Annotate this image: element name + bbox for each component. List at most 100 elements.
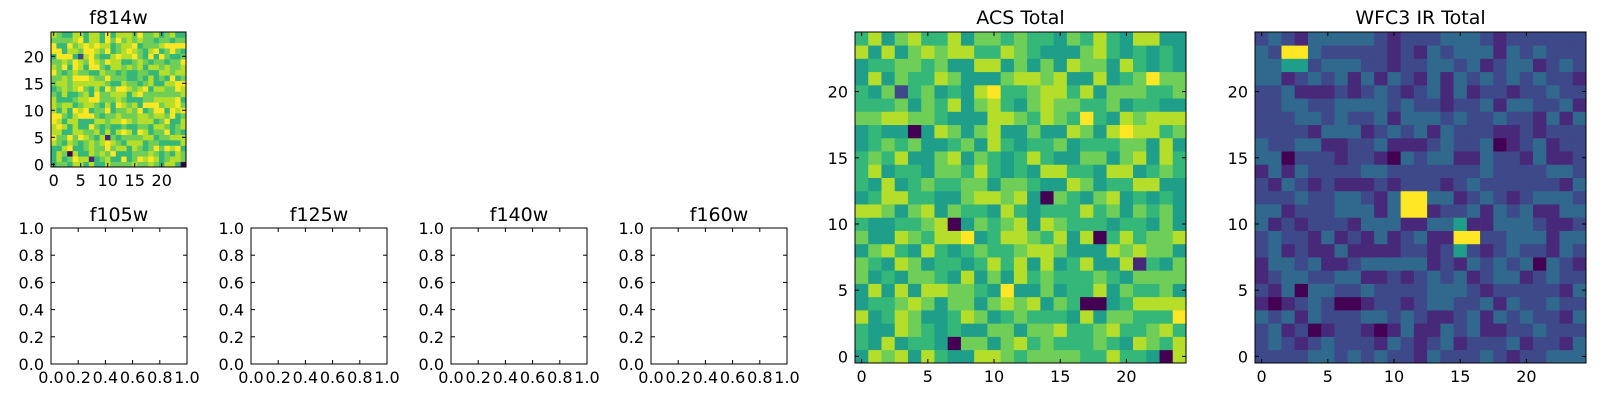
heatmap-cell <box>1559 296 1574 311</box>
heatmap-cell <box>1053 137 1068 152</box>
heatmap-cell <box>1281 45 1296 59</box>
heatmap-cell <box>1334 98 1349 112</box>
heatmap-cell <box>105 48 111 54</box>
heatmap-cell <box>105 69 111 76</box>
heatmap-cell <box>1506 124 1521 139</box>
heatmap-cell <box>868 230 882 245</box>
heatmap-cell <box>907 177 922 192</box>
heatmap-cell <box>1413 257 1428 271</box>
heatmap-cell <box>1480 190 1494 205</box>
heatmap-cell <box>83 80 90 87</box>
heatmap-cell <box>881 230 896 245</box>
heatmap-cell <box>1172 164 1187 178</box>
heatmap-cell <box>83 113 90 119</box>
heatmap-cell <box>1040 283 1054 298</box>
heatmap-cell <box>921 349 935 364</box>
heatmap-cell <box>1533 124 1547 139</box>
heatmap-cell <box>1281 32 1296 46</box>
heatmap-cell <box>1000 283 1015 298</box>
heatmap-cell <box>1294 98 1309 112</box>
heatmap-cell <box>72 134 79 141</box>
heatmap-cell <box>1440 349 1454 364</box>
heatmap-cell <box>1307 283 1322 298</box>
heatmap-cell <box>110 145 117 152</box>
heatmap-cell <box>960 310 975 324</box>
heatmap-cell <box>1027 190 1041 205</box>
heatmap-cell <box>934 323 949 337</box>
heatmap-cell <box>1453 98 1468 112</box>
heatmap-cell <box>142 75 149 81</box>
heatmap-cell <box>1440 32 1454 46</box>
heatmap-cell <box>94 91 100 98</box>
heatmap-cell <box>51 48 57 54</box>
heatmap-cell <box>99 113 106 119</box>
heatmap-cell <box>61 37 68 44</box>
heatmap-cell <box>1106 71 1121 86</box>
heatmap-cell <box>1133 243 1147 258</box>
heatmap-cell <box>88 91 95 98</box>
heatmap-cell <box>67 53 73 60</box>
heatmap-cell <box>1519 58 1534 73</box>
heatmap-cell <box>1493 257 1507 271</box>
heatmap-cell <box>110 37 117 44</box>
heatmap-cell <box>1146 177 1160 192</box>
heatmap-cell <box>1066 336 1081 351</box>
heatmap-cell <box>169 48 176 54</box>
heatmap-cell <box>1493 151 1507 165</box>
heatmap-cell <box>1387 45 1401 59</box>
heatmap-cell <box>921 190 935 205</box>
heatmap-cell <box>148 75 154 81</box>
heatmap-cell <box>1066 45 1081 59</box>
heatmap-cell <box>1519 283 1534 298</box>
heatmap-cell <box>153 134 160 141</box>
heatmap-cell <box>1387 137 1401 152</box>
heatmap-cell <box>1053 204 1068 218</box>
heatmap-cell <box>110 80 117 87</box>
heatmap-cell <box>1533 71 1547 86</box>
heatmap-cell <box>947 98 962 112</box>
heatmap-cell <box>1334 84 1349 99</box>
heatmap-cell <box>1321 310 1335 324</box>
heatmap-cell <box>947 58 962 73</box>
heatmap-cell <box>1053 111 1068 126</box>
heatmap-cell <box>1268 137 1282 152</box>
heatmap-cell <box>159 123 165 130</box>
heatmap-cell <box>1427 190 1441 205</box>
heatmap-cell <box>1307 243 1322 258</box>
heatmap-cell <box>1506 84 1521 99</box>
heatmap-cell <box>88 64 95 71</box>
heatmap-cell <box>169 53 176 60</box>
heatmap-cell <box>126 150 133 157</box>
heatmap-cell <box>1506 310 1521 324</box>
heatmap-cell <box>1427 98 1441 112</box>
heatmap-cell <box>921 310 935 324</box>
heatmap-cell <box>51 113 57 119</box>
heatmap-cell <box>1093 336 1107 351</box>
heatmap-cell <box>1360 243 1375 258</box>
heatmap-cell <box>56 118 63 125</box>
heatmap-cell <box>894 349 909 364</box>
heatmap-cell <box>974 310 988 324</box>
heatmap-cell <box>868 257 882 271</box>
heatmap-cell <box>1159 270 1174 284</box>
x-tick-label: 0.4 <box>93 368 118 387</box>
heatmap-cell <box>110 75 117 81</box>
heatmap-cell <box>907 270 922 284</box>
heatmap-cell <box>83 37 90 44</box>
heatmap-cell <box>1572 296 1587 311</box>
heatmap-cell <box>1533 283 1547 298</box>
heatmap-cell <box>1053 296 1068 311</box>
heatmap-cell <box>148 113 154 119</box>
heatmap-cell <box>115 53 122 60</box>
heatmap-cell <box>1466 111 1481 126</box>
heatmap-cell <box>1453 204 1468 218</box>
heatmap-cell <box>169 69 176 76</box>
y-tick-label: 0.6 <box>219 273 244 292</box>
x-tick-label: 0.0 <box>638 368 663 387</box>
heatmap-cell <box>1066 230 1081 245</box>
heatmap-cell <box>1413 98 1428 112</box>
heatmap-cell <box>1360 164 1375 178</box>
heatmap-cell <box>855 323 869 337</box>
heatmap-cell <box>1172 349 1187 364</box>
